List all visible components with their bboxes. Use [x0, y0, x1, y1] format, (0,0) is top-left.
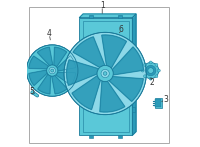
Circle shape: [148, 68, 154, 73]
Bar: [118, 135, 122, 138]
Polygon shape: [100, 81, 125, 112]
Polygon shape: [73, 37, 105, 67]
Polygon shape: [29, 70, 47, 86]
Circle shape: [49, 67, 55, 74]
Circle shape: [145, 65, 156, 76]
Circle shape: [155, 63, 158, 66]
Bar: [132, 49, 135, 53]
Polygon shape: [54, 47, 67, 67]
Polygon shape: [79, 14, 136, 18]
Polygon shape: [57, 56, 76, 71]
Text: 1: 1: [100, 1, 105, 10]
Circle shape: [31, 91, 35, 94]
Circle shape: [51, 69, 54, 72]
Circle shape: [155, 75, 158, 78]
Polygon shape: [37, 47, 53, 66]
Bar: [89, 135, 93, 138]
Circle shape: [149, 61, 152, 64]
Circle shape: [27, 45, 78, 96]
Circle shape: [64, 32, 146, 115]
Circle shape: [143, 62, 159, 79]
Text: 4: 4: [47, 29, 52, 38]
Circle shape: [149, 77, 152, 80]
Bar: [155, 98, 162, 108]
Polygon shape: [38, 74, 51, 94]
Polygon shape: [102, 35, 126, 68]
Circle shape: [47, 65, 58, 76]
Circle shape: [157, 69, 160, 72]
Polygon shape: [112, 47, 144, 75]
Polygon shape: [29, 56, 49, 69]
Bar: [118, 15, 122, 18]
Bar: [139, 69, 143, 72]
Bar: [83, 21, 129, 132]
Circle shape: [101, 69, 109, 78]
Bar: [89, 15, 93, 18]
Polygon shape: [52, 76, 67, 94]
Circle shape: [141, 69, 144, 72]
Text: 3: 3: [163, 95, 168, 105]
Polygon shape: [72, 76, 100, 110]
Circle shape: [97, 65, 113, 82]
Bar: [79, 18, 132, 135]
Circle shape: [144, 63, 146, 66]
Bar: [132, 107, 135, 112]
Polygon shape: [132, 14, 136, 135]
Polygon shape: [109, 77, 143, 101]
Circle shape: [144, 75, 146, 78]
Bar: [155, 99, 161, 107]
Polygon shape: [67, 60, 99, 85]
Text: 2: 2: [150, 78, 155, 87]
Circle shape: [103, 72, 107, 75]
Text: 6: 6: [119, 25, 124, 34]
Text: 5: 5: [29, 87, 34, 96]
Polygon shape: [56, 72, 76, 85]
